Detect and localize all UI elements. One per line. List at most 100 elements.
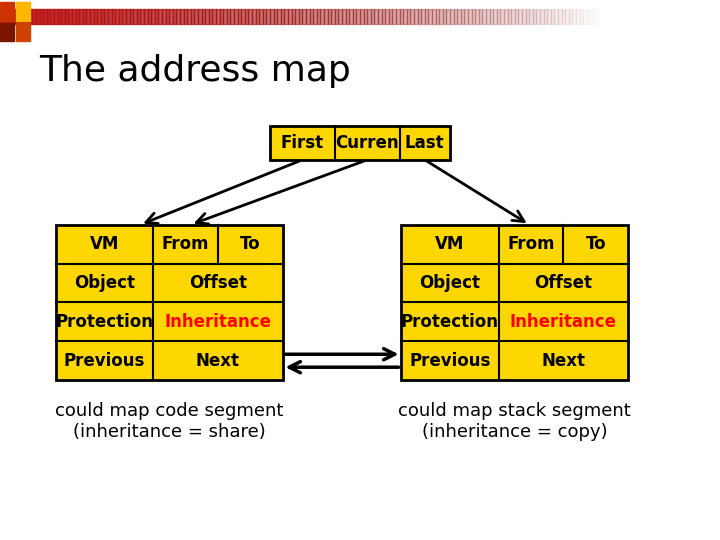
Text: Offset: Offset — [534, 274, 593, 292]
Bar — [317, 9, 320, 24]
Bar — [284, 9, 288, 24]
Bar — [335, 9, 338, 24]
Bar — [580, 9, 583, 24]
Bar — [58, 9, 61, 24]
Bar — [331, 9, 335, 24]
Text: Previous: Previous — [409, 352, 491, 370]
Bar — [634, 9, 637, 24]
Bar — [544, 9, 547, 24]
Bar — [313, 9, 317, 24]
Bar — [79, 9, 83, 24]
Bar — [594, 9, 598, 24]
Text: VM: VM — [90, 235, 119, 253]
Bar — [490, 9, 493, 24]
Bar — [256, 9, 259, 24]
Bar — [169, 9, 173, 24]
Bar — [263, 9, 266, 24]
Bar — [295, 9, 299, 24]
Bar — [670, 9, 673, 24]
Bar — [122, 9, 126, 24]
Bar — [673, 9, 677, 24]
Bar — [407, 9, 410, 24]
Text: Inheritance: Inheritance — [510, 313, 617, 331]
Bar — [565, 9, 569, 24]
Bar — [529, 9, 533, 24]
Bar — [223, 9, 227, 24]
Bar — [709, 9, 713, 24]
Bar — [402, 225, 628, 380]
Bar — [436, 9, 439, 24]
Bar — [248, 9, 252, 24]
Text: From: From — [162, 235, 209, 253]
Bar — [691, 9, 695, 24]
Bar — [158, 9, 162, 24]
Bar — [713, 9, 716, 24]
Bar — [623, 9, 626, 24]
Text: could map code segment
(inheritance = share): could map code segment (inheritance = sh… — [55, 402, 284, 441]
Bar — [367, 9, 371, 24]
Bar — [655, 9, 659, 24]
Text: Inheritance: Inheritance — [164, 313, 271, 331]
Bar — [137, 9, 140, 24]
Bar — [241, 9, 245, 24]
Bar — [198, 9, 202, 24]
Bar — [403, 9, 407, 24]
Bar — [144, 9, 148, 24]
Bar — [428, 9, 432, 24]
Bar — [677, 9, 680, 24]
Bar — [590, 9, 594, 24]
Bar — [277, 9, 281, 24]
Bar — [29, 9, 32, 24]
Bar — [454, 9, 457, 24]
Text: Previous: Previous — [63, 352, 145, 370]
Bar — [0, 2, 14, 21]
Bar — [151, 9, 155, 24]
Bar — [616, 9, 619, 24]
Bar — [133, 9, 137, 24]
Bar — [40, 9, 43, 24]
Bar — [220, 9, 223, 24]
Bar — [194, 9, 198, 24]
Bar — [25, 9, 29, 24]
Bar — [601, 9, 605, 24]
Bar — [439, 9, 443, 24]
Text: The address map: The address map — [40, 54, 351, 88]
Bar — [666, 9, 670, 24]
Bar — [526, 9, 529, 24]
Text: VM: VM — [436, 235, 464, 253]
Bar — [176, 9, 180, 24]
Bar — [252, 9, 256, 24]
Bar — [55, 225, 282, 380]
Bar — [238, 9, 241, 24]
Bar — [310, 9, 313, 24]
Bar — [511, 9, 515, 24]
Bar — [547, 9, 551, 24]
Text: From: From — [508, 235, 554, 253]
Bar — [619, 9, 623, 24]
Bar — [227, 9, 230, 24]
Bar — [97, 9, 101, 24]
Bar — [54, 9, 58, 24]
Text: Last: Last — [405, 134, 445, 152]
Bar — [576, 9, 580, 24]
Bar — [637, 9, 641, 24]
Text: Next: Next — [196, 352, 240, 370]
Bar — [83, 9, 86, 24]
Bar — [698, 9, 702, 24]
Bar — [684, 9, 688, 24]
Bar — [148, 9, 151, 24]
Bar — [475, 9, 479, 24]
Bar — [385, 9, 389, 24]
Bar — [630, 9, 634, 24]
Bar — [533, 9, 536, 24]
Bar — [497, 9, 500, 24]
Bar — [4, 9, 7, 24]
Bar — [0, 9, 4, 24]
Bar — [515, 9, 518, 24]
Bar — [205, 9, 209, 24]
Bar — [396, 9, 400, 24]
Bar — [504, 9, 508, 24]
Bar — [187, 9, 191, 24]
Bar — [446, 9, 450, 24]
Bar — [583, 9, 587, 24]
